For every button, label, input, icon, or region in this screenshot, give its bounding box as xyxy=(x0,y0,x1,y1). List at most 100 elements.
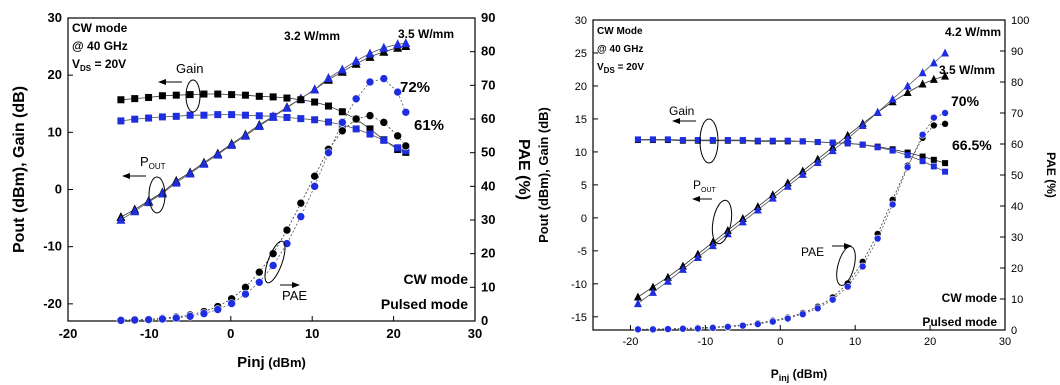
data-point-circle xyxy=(254,267,264,277)
data-point-triangle xyxy=(648,287,657,296)
data-point-triangle xyxy=(648,282,657,291)
y2-tick-label: 90 xyxy=(481,10,495,25)
y-tick-label: -20 xyxy=(43,296,62,311)
data-point-circle xyxy=(783,314,792,323)
data-point-square xyxy=(829,139,836,146)
series-line-gain xyxy=(637,138,946,173)
pout-arrow-head xyxy=(692,196,700,202)
data-point-circle xyxy=(888,200,897,209)
data-point-triangle xyxy=(185,168,195,178)
data-point-circle xyxy=(268,261,278,270)
series-line-gain xyxy=(120,114,406,151)
series-line-pout xyxy=(120,42,406,221)
data-point-circle xyxy=(739,321,747,330)
y-tick-label: 15 xyxy=(575,114,587,126)
annotation-pout: POUT xyxy=(693,178,717,194)
data-point-square xyxy=(186,91,194,99)
series-line-pout xyxy=(120,45,406,218)
y-tick-label: 5 xyxy=(581,180,587,192)
data-point-square xyxy=(694,137,701,144)
data-point-triangle xyxy=(240,130,250,140)
data-point-triangle xyxy=(903,88,912,97)
data-point-circle xyxy=(158,314,167,324)
info-bias-value: = 20V xyxy=(91,57,126,71)
data-point-triangle xyxy=(310,84,320,94)
data-point-circle xyxy=(918,130,927,139)
data-point-triangle xyxy=(351,55,361,65)
data-point-triangle xyxy=(282,102,292,112)
data-point-triangle xyxy=(144,197,154,207)
x-tick-label: 10 xyxy=(849,336,861,348)
y2-tick-label: 0 xyxy=(481,313,488,328)
data-point-triangle xyxy=(843,134,852,143)
data-point-circle xyxy=(116,316,126,325)
data-point-circle xyxy=(930,113,938,122)
series-line-pae xyxy=(637,112,946,330)
annotation-gain: Gain xyxy=(669,104,694,118)
data-point-square xyxy=(919,158,926,165)
data-point-circle xyxy=(941,109,949,117)
annotation-gain: Gain xyxy=(176,61,203,76)
y2-tick-label: 100 xyxy=(1011,15,1029,27)
data-point-square xyxy=(784,137,791,144)
y2-tick-label: 60 xyxy=(1011,139,1023,151)
data-point-square xyxy=(679,137,686,144)
data-point-triangle xyxy=(213,149,223,159)
data-point-square xyxy=(352,125,360,133)
data-point-circle xyxy=(634,325,642,334)
info-bias: VDS = 20V xyxy=(72,57,126,73)
y-tick-label: 10 xyxy=(575,147,587,159)
y2-tick-label: 70 xyxy=(481,77,495,92)
data-point-triangle xyxy=(171,177,181,187)
data-point-circle xyxy=(351,94,361,104)
data-point-square xyxy=(366,125,374,133)
data-point-triangle xyxy=(693,252,702,261)
x-tick-label: 20 xyxy=(924,336,936,348)
y-tick-label: -10 xyxy=(571,279,587,291)
y2-tick-label: 90 xyxy=(1011,46,1023,58)
data-point-triangle xyxy=(798,169,807,178)
y2-tick-label: 30 xyxy=(481,212,495,227)
data-point-square xyxy=(724,137,731,144)
y2-tick-label: 20 xyxy=(481,246,495,261)
x-axis-label: Pinj (dBm) xyxy=(771,367,828,383)
data-point-circle xyxy=(185,311,195,321)
info-bias-v: V xyxy=(597,62,604,73)
data-point-triangle xyxy=(753,205,762,214)
data-point-circle xyxy=(379,74,389,83)
data-point-triangle xyxy=(828,146,837,155)
y-tick-label: -10 xyxy=(43,239,62,254)
data-point-triangle xyxy=(738,217,747,226)
annotation-power-pulsed: 3.5 W/mm xyxy=(398,27,454,41)
data-point-square xyxy=(942,160,949,167)
data-point-circle xyxy=(130,315,140,325)
x-axis-label-sub: inj xyxy=(779,373,790,383)
left-plot-area xyxy=(67,17,476,322)
x-axis-label-unit: (dBm) xyxy=(789,367,827,381)
data-point-triangle xyxy=(941,71,950,80)
data-point-square xyxy=(214,90,222,98)
data-point-square xyxy=(241,91,249,99)
data-point-triangle xyxy=(708,241,717,250)
pout-sub: OUT xyxy=(149,162,166,171)
data-point-circle xyxy=(709,324,717,332)
y2-tick-label: 40 xyxy=(481,178,495,193)
data-point-square xyxy=(942,168,949,175)
data-point-square xyxy=(228,111,236,119)
data-point-square xyxy=(874,144,881,151)
pout-marker-ellipse xyxy=(711,199,733,245)
data-point-triangle xyxy=(813,157,822,166)
data-point-square xyxy=(186,111,194,119)
info-frequency: @ 40 GHz xyxy=(597,44,643,55)
y-tick-label: 25 xyxy=(575,48,587,60)
data-point-triangle xyxy=(918,79,927,88)
data-point-square xyxy=(228,91,236,99)
data-point-square xyxy=(649,136,656,143)
data-point-square xyxy=(338,108,346,116)
x-axis-label-main: P xyxy=(771,367,779,381)
data-point-circle xyxy=(227,299,236,308)
data-point-square xyxy=(814,139,821,146)
annotation-pout: POUT xyxy=(140,154,166,171)
legend-item-pulsed: Pulsed mode xyxy=(381,296,468,312)
